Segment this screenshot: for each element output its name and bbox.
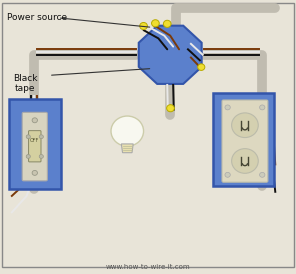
Circle shape (198, 64, 205, 70)
Text: Power source: Power source (7, 13, 67, 22)
Circle shape (260, 172, 265, 177)
Circle shape (140, 22, 147, 30)
Circle shape (26, 135, 30, 139)
FancyBboxPatch shape (9, 99, 61, 189)
Circle shape (26, 155, 30, 158)
Circle shape (232, 149, 258, 173)
Circle shape (111, 116, 144, 146)
FancyBboxPatch shape (22, 112, 47, 181)
Circle shape (152, 20, 159, 27)
Circle shape (39, 135, 43, 139)
FancyBboxPatch shape (213, 93, 274, 186)
Circle shape (32, 118, 38, 123)
Circle shape (225, 105, 230, 110)
Text: OFF: OFF (30, 138, 39, 143)
Circle shape (260, 105, 265, 110)
Circle shape (163, 20, 171, 27)
Circle shape (32, 170, 38, 175)
Polygon shape (121, 144, 133, 153)
FancyBboxPatch shape (222, 100, 268, 182)
Text: Black
tape: Black tape (13, 74, 37, 93)
Circle shape (232, 113, 258, 138)
Circle shape (167, 105, 174, 112)
Polygon shape (139, 26, 202, 84)
FancyBboxPatch shape (28, 131, 41, 162)
Circle shape (39, 155, 43, 158)
Text: www.how-to-wire-it.com: www.how-to-wire-it.com (106, 264, 190, 270)
Circle shape (225, 172, 230, 177)
